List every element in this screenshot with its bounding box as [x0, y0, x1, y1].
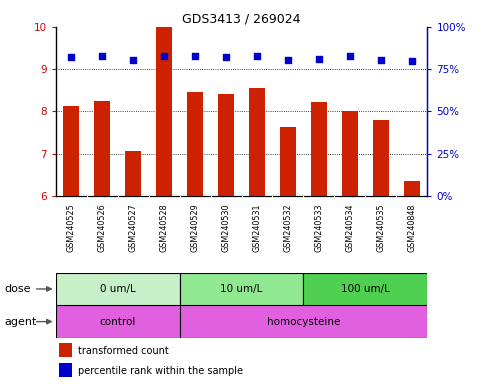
Bar [180, 305, 427, 338]
Point [222, 54, 230, 60]
Text: 10 um/L: 10 um/L [220, 284, 263, 294]
Point [253, 53, 261, 60]
Text: homocysteine: homocysteine [267, 316, 340, 327]
Bar [59, 363, 72, 377]
Text: GSM240848: GSM240848 [408, 204, 416, 252]
Text: GSM240533: GSM240533 [314, 204, 324, 252]
Bar [280, 127, 296, 196]
Bar [94, 101, 110, 196]
Point [346, 53, 354, 60]
Point [98, 53, 106, 60]
Text: GSM240534: GSM240534 [345, 204, 355, 252]
Bar [303, 273, 427, 305]
Point [284, 57, 292, 63]
Text: dose: dose [5, 284, 31, 294]
Text: agent: agent [5, 316, 37, 327]
Bar [218, 94, 234, 196]
Bar [63, 106, 79, 196]
Bar [156, 27, 172, 196]
Text: GSM240526: GSM240526 [98, 204, 107, 252]
Text: 0 um/L: 0 um/L [99, 284, 135, 294]
Text: control: control [99, 316, 136, 327]
Bar [125, 152, 141, 196]
Text: 100 um/L: 100 um/L [341, 284, 390, 294]
Text: GSM240530: GSM240530 [222, 204, 230, 252]
Text: GSM240527: GSM240527 [128, 204, 138, 252]
Bar [56, 273, 180, 305]
Bar [249, 88, 265, 196]
Text: GSM240528: GSM240528 [159, 204, 169, 252]
Text: GSM240531: GSM240531 [253, 204, 261, 252]
Text: GSM240525: GSM240525 [67, 204, 75, 252]
Bar [342, 111, 358, 196]
Point [129, 57, 137, 63]
Text: GSM240535: GSM240535 [376, 204, 385, 252]
Bar [59, 343, 72, 357]
Point [315, 56, 323, 62]
Bar [404, 181, 420, 196]
Text: GSM240532: GSM240532 [284, 204, 293, 252]
Point [160, 53, 168, 59]
Bar [56, 305, 180, 338]
Text: GSM240529: GSM240529 [190, 204, 199, 252]
Bar [180, 273, 303, 305]
Point [408, 58, 416, 64]
Bar [373, 120, 389, 196]
Text: transformed count: transformed count [78, 346, 169, 356]
Bar [311, 102, 327, 196]
Bar [187, 91, 203, 196]
Title: GDS3413 / 269024: GDS3413 / 269024 [182, 13, 301, 26]
Point [377, 57, 385, 63]
Point [191, 53, 199, 60]
Text: percentile rank within the sample: percentile rank within the sample [78, 366, 243, 376]
Point [67, 54, 75, 60]
